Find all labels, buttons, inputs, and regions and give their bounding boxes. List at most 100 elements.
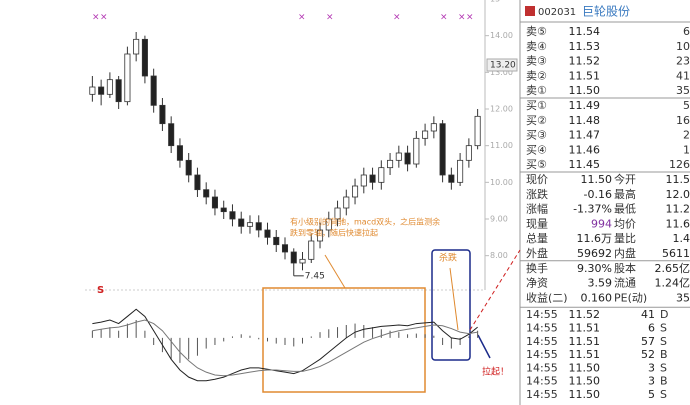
book-volume: 10 xyxy=(676,40,690,53)
candle-body xyxy=(89,86,96,95)
marker: × xyxy=(298,13,306,23)
candle-body xyxy=(168,123,175,147)
marker: × xyxy=(466,13,474,23)
low-label: 7.45 xyxy=(305,271,325,281)
stat-value: 11.6万 xyxy=(577,232,613,245)
stat-label: 现量 xyxy=(526,217,548,230)
annotation-text: 跌到零轴，随后快速拉起 xyxy=(290,228,378,238)
candle-body xyxy=(308,240,315,260)
book-price: 11.51 xyxy=(569,69,601,82)
stat-value: 59692 xyxy=(577,247,612,260)
stat-label: 涨幅 xyxy=(526,203,548,216)
trade-time: 14:55 xyxy=(526,322,558,335)
stat-label: 最低 xyxy=(614,203,636,216)
book-price: 11.54 xyxy=(569,25,601,38)
y-tick-label: 12.00 xyxy=(490,105,513,114)
candle-body xyxy=(474,115,481,147)
current-price-box xyxy=(486,58,518,72)
marker: × xyxy=(92,13,100,23)
book-label: 卖① xyxy=(526,84,547,97)
candle-body xyxy=(238,218,245,227)
stat-label: 换手 xyxy=(526,261,548,275)
book-label: 卖② xyxy=(526,69,547,82)
candle-body xyxy=(404,152,411,165)
trade-time: 14:55 xyxy=(526,375,558,388)
candle-body xyxy=(273,236,280,246)
candle-body xyxy=(211,196,218,209)
candle-body xyxy=(220,207,227,213)
markers: × × × × × × × × xyxy=(92,13,474,23)
book-price: 11.53 xyxy=(569,40,601,53)
code-box xyxy=(525,6,535,16)
trade-time: 14:55 xyxy=(526,308,558,321)
candle-body xyxy=(387,159,394,169)
current-price-label: 13.20 xyxy=(490,61,516,71)
trend-line xyxy=(469,249,521,331)
candle-body xyxy=(194,174,201,191)
trade-price: 11.50 xyxy=(569,361,601,374)
marker: × xyxy=(100,13,108,23)
book-price: 11.49 xyxy=(569,99,601,112)
trade-time: 14:55 xyxy=(526,388,558,401)
stat-value: 35 xyxy=(676,291,690,304)
y-tick-label: 9.00 xyxy=(490,215,508,224)
candle-body xyxy=(395,152,402,161)
book-volume: 16 xyxy=(676,114,690,127)
stat-value: 5611 xyxy=(662,247,690,260)
book-price: 11.45 xyxy=(569,158,601,171)
candle-body xyxy=(229,211,236,220)
stat-value: 994 xyxy=(591,217,612,230)
candle-body xyxy=(352,185,359,198)
candle-body xyxy=(334,207,341,220)
stat-value: 12.0 xyxy=(666,188,690,201)
trade-price: 11.50 xyxy=(569,388,601,401)
stat-label: 均价 xyxy=(614,217,636,230)
trade-price: 11.51 xyxy=(569,335,601,348)
candle-body xyxy=(133,38,140,55)
stat-label: 量比 xyxy=(614,232,636,245)
candle-body xyxy=(150,75,157,106)
stat-value: -0.16 xyxy=(584,188,612,201)
candle-body xyxy=(255,222,262,231)
stat-label: 最高 xyxy=(614,187,636,201)
stat-value: 2.65亿 xyxy=(655,262,690,275)
stat-value: 9.30% xyxy=(577,262,612,275)
annotation-text: 拉起！ xyxy=(482,366,509,378)
candle-body xyxy=(316,229,324,242)
trade-volume: 57 xyxy=(641,335,655,348)
stat-value: 0.160 xyxy=(581,291,613,304)
marker: × xyxy=(458,13,466,23)
candle-body xyxy=(457,159,464,183)
y-tick-label: 10.00 xyxy=(490,178,513,187)
candle-body xyxy=(176,145,183,161)
candle-body xyxy=(439,123,446,176)
stat-value: 11.2 xyxy=(666,203,690,216)
stat-value: 11.50 xyxy=(581,173,613,186)
book-label: 卖④ xyxy=(526,40,547,53)
book-price: 11.47 xyxy=(569,129,601,142)
annotation-text: 杀跌 xyxy=(439,252,457,264)
candle-body xyxy=(465,145,472,161)
arrow xyxy=(477,334,491,359)
book-label: 买⑤ xyxy=(526,158,547,171)
trade-price: 11.51 xyxy=(569,348,601,361)
candle-body xyxy=(378,167,385,183)
trade-side: D xyxy=(660,308,668,321)
trade-side: S xyxy=(660,388,667,401)
signal-label: S xyxy=(97,285,104,296)
stat-label: PE(动) xyxy=(614,291,647,304)
book-label: 买③ xyxy=(526,129,547,142)
arrow xyxy=(449,267,459,331)
stat-label: 内盘 xyxy=(614,246,636,260)
stat-value: 1.24亿 xyxy=(655,277,690,290)
candle-body xyxy=(422,130,429,139)
book-volume: 6 xyxy=(683,25,690,38)
stat-value: 11.5 xyxy=(666,173,690,186)
trade-volume: 52 xyxy=(641,348,655,361)
stat-value: -1.37% xyxy=(573,203,612,216)
book-volume: 2 xyxy=(683,129,690,142)
trade-side: S xyxy=(660,335,667,348)
stock-code: 002031 xyxy=(538,7,576,18)
stat-value: 11.6 xyxy=(666,217,690,230)
